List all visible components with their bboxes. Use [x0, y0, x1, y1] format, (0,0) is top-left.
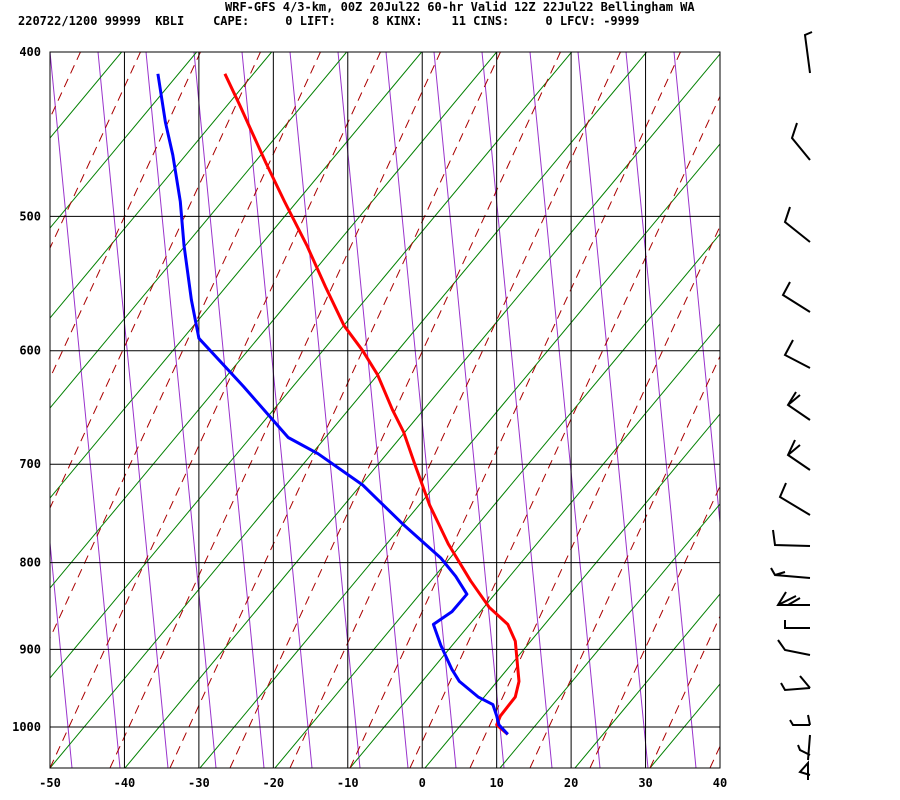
wind-barb [784, 620, 810, 629]
isotherm-line [50, 52, 121, 768]
wind-barb [786, 391, 811, 421]
moist-adiabat-line [649, 615, 720, 768]
x-tick-label: -40 [114, 776, 136, 790]
isotherm-line [481, 52, 553, 768]
isotherm-line [289, 52, 361, 768]
y-tick-label: 500 [19, 209, 41, 223]
x-tick-label: -20 [262, 776, 284, 790]
isotherm-line [0, 52, 24, 768]
wind-barb [780, 675, 811, 692]
wind-barb [783, 206, 811, 243]
x-tick-label: 0 [419, 776, 426, 790]
dry-adiabat-line [50, 52, 198, 229]
x-tick-label: 30 [638, 776, 652, 790]
y-tick-label: 800 [19, 556, 41, 570]
wind-barb [790, 122, 811, 161]
dry-adiabat-line [124, 53, 720, 768]
moist-adiabat-line [469, 225, 720, 768]
moist-adiabat-line [529, 355, 720, 768]
dry-adiabat-line [274, 233, 720, 768]
wind-barb [776, 591, 810, 606]
dry-adiabat-line [50, 52, 123, 139]
dry-adiabat-line [875, 0, 900, 768]
isotherm-line [50, 537, 73, 768]
dewpoint-profile-line [156, 73, 509, 736]
moist-adiabat-line [229, 52, 562, 768]
temperature-profile-line [223, 73, 521, 736]
isotherm-line [337, 52, 409, 768]
y-tick-label: 1000 [12, 720, 41, 734]
isotherm-line [97, 52, 169, 768]
y-tick-label: 400 [19, 45, 41, 59]
moist-adiabat-line [709, 745, 720, 768]
header-line-1: WRF-GFS 4/3-km, 00Z 20Jul22 60-hr Valid … [225, 0, 695, 14]
isotherm-line [625, 52, 697, 768]
dry-adiabat-line [50, 52, 498, 589]
wind-barb [777, 639, 811, 656]
moist-adiabat-line [50, 52, 82, 120]
moist-adiabat-line [109, 52, 442, 768]
dry-adiabat-line [349, 323, 720, 768]
wind-barb [798, 760, 811, 780]
wind-barb [797, 734, 811, 761]
x-tick-label: -10 [337, 776, 359, 790]
x-tick-label: -50 [39, 776, 61, 790]
plot-border [49, 51, 721, 769]
wind-barb [789, 714, 811, 726]
x-tick-label: 20 [564, 776, 578, 790]
dry-adiabat-line [424, 413, 720, 768]
wind-barb [786, 439, 811, 471]
wind-barb [772, 529, 811, 547]
moist-adiabat-line [589, 485, 720, 768]
header-line-2: 220722/1200 99999 KBLI CAPE: 0 LIFT: 8 K… [18, 14, 640, 28]
dry-adiabat-line [499, 503, 720, 768]
x-tick-label: 40 [713, 776, 727, 790]
moist-adiabat-line [50, 52, 382, 768]
isotherm-line [145, 52, 217, 768]
wind-barb [778, 482, 811, 516]
moist-adiabat-line [349, 52, 682, 768]
x-tick-label: -30 [188, 776, 210, 790]
isotherm-line [385, 52, 457, 768]
wind-barb [783, 339, 811, 369]
isotherm-line [193, 52, 265, 768]
moist-adiabat-line [169, 52, 502, 768]
moist-adiabat-line [770, 0, 900, 768]
dry-adiabat-line [199, 143, 720, 768]
dry-adiabat-line [649, 683, 720, 768]
y-tick-label: 900 [19, 642, 41, 656]
isotherm-line [722, 52, 792, 768]
wind-barb [803, 31, 813, 74]
moist-adiabat-line [890, 0, 900, 768]
moist-adiabat-line [50, 52, 322, 640]
dry-adiabat-line [50, 52, 348, 409]
dry-adiabat-line [50, 52, 573, 679]
isotherm-line [241, 52, 313, 768]
isotherm-line [673, 52, 720, 528]
dry-adiabat-line [725, 0, 900, 768]
isotherm-line [577, 52, 649, 768]
dry-adiabat-line [50, 52, 648, 768]
moist-adiabat-line [289, 52, 622, 768]
wind-barb [781, 281, 811, 313]
dry-adiabat-line [800, 0, 900, 768]
x-tick-label: 10 [489, 776, 503, 790]
isotherm-line [529, 52, 601, 768]
wind-barb [770, 567, 811, 579]
isotherm-line [433, 52, 505, 768]
dry-adiabat-line [50, 52, 423, 499]
moist-adiabat-line [830, 0, 900, 768]
y-tick-label: 700 [19, 457, 41, 471]
dry-adiabat-line [574, 593, 720, 768]
moist-adiabat-line [409, 95, 720, 768]
dry-adiabat-line [50, 52, 273, 319]
y-tick-label: 600 [19, 344, 41, 358]
